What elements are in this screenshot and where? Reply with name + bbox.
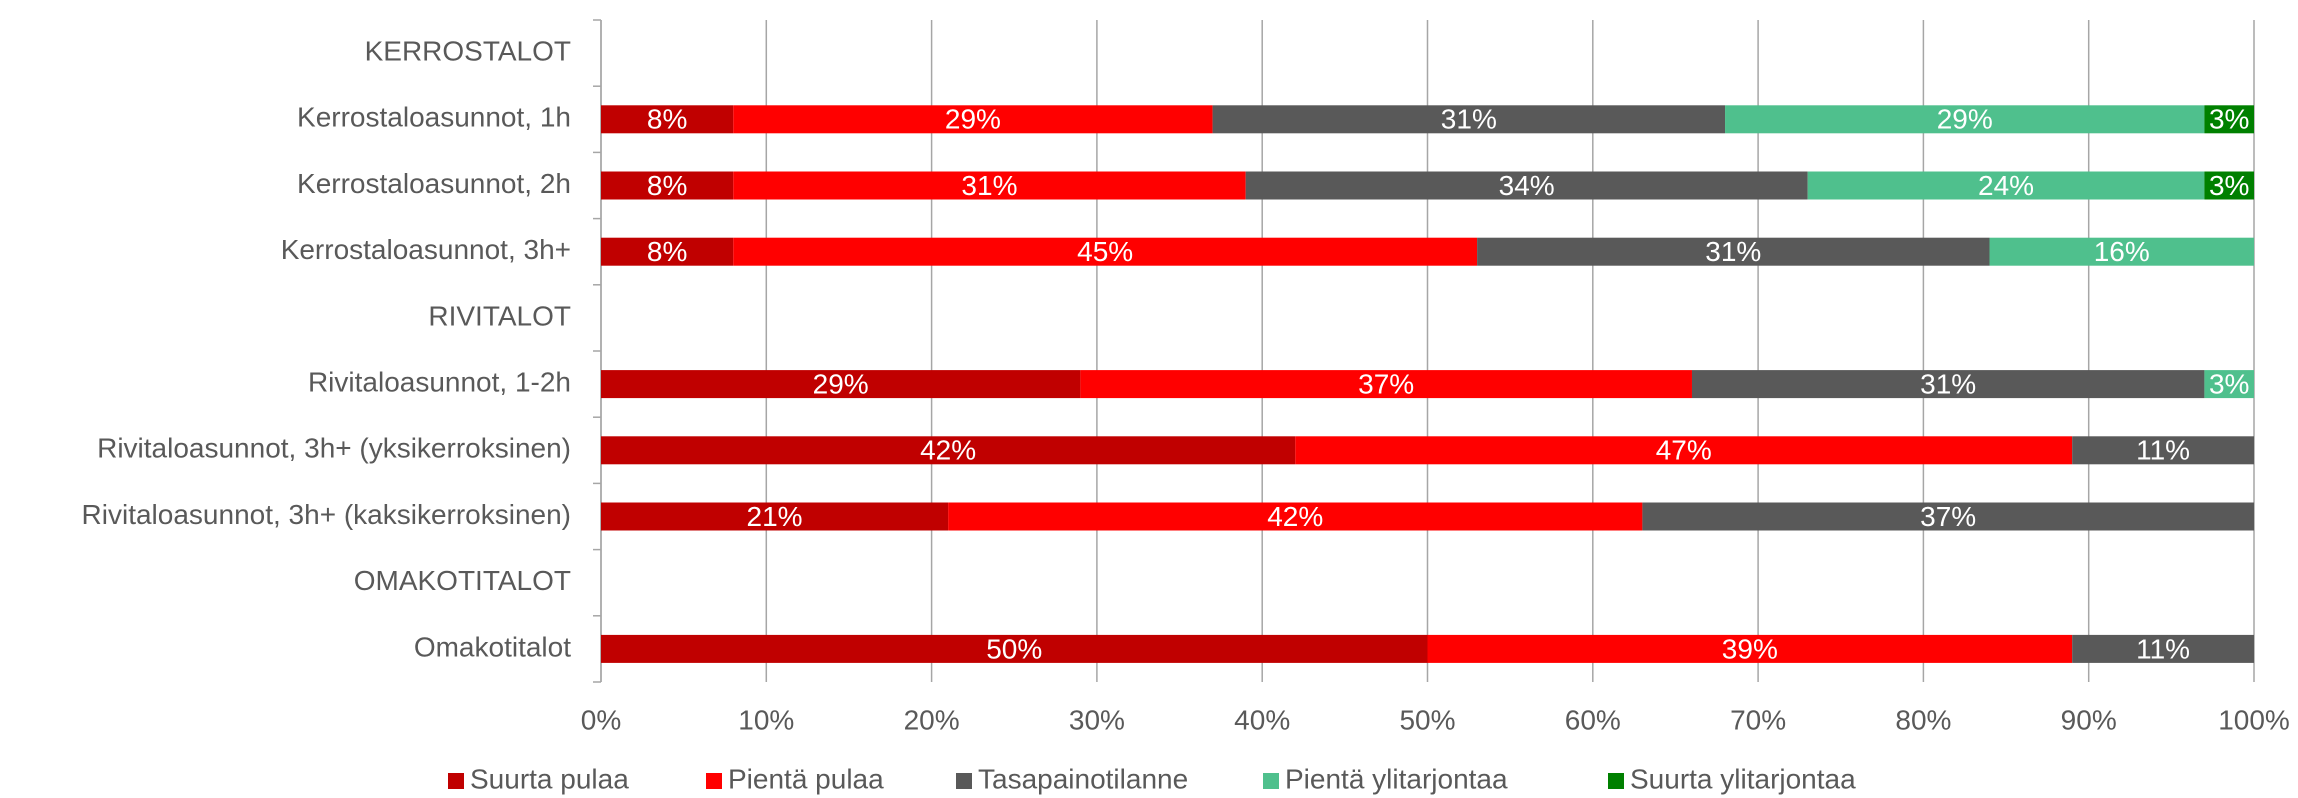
legend-swatch <box>706 773 722 789</box>
value-label: 42% <box>920 435 976 466</box>
bar-segment <box>1245 171 1808 200</box>
x-tick-label: 70% <box>1730 704 1786 735</box>
value-label: 47% <box>1656 435 1712 466</box>
legend-swatch <box>956 773 972 789</box>
bar-segment <box>2072 634 2254 663</box>
y-tick-label: RIVITALOT <box>428 300 571 331</box>
y-tick-label: Rivitaloasunnot, 3h+ (yksikerroksinen) <box>97 433 571 464</box>
x-tick-label: 50% <box>1399 704 1455 735</box>
value-label: 50% <box>986 633 1042 664</box>
bar-segment <box>601 436 1296 465</box>
legend-swatch <box>1263 773 1279 789</box>
y-tick-label: Rivitaloasunnot, 3h+ (kaksikerroksinen) <box>82 499 571 530</box>
bar-segment <box>2204 171 2254 200</box>
bar-segment <box>1477 237 1990 266</box>
bar-segment <box>1691 370 2205 399</box>
bar-segment <box>1807 171 2205 200</box>
bar-segment <box>601 634 1428 663</box>
legend-swatch <box>448 773 464 789</box>
y-tick-label: Omakotitalot <box>414 631 571 662</box>
value-label: 31% <box>1920 368 1976 399</box>
x-tick-label: 60% <box>1565 704 1621 735</box>
bar-segment <box>601 502 949 531</box>
y-tick-label: Kerrostaloasunnot, 2h <box>297 168 571 199</box>
value-label: 29% <box>1937 104 1993 135</box>
bar-segment <box>601 171 734 200</box>
value-label: 3% <box>2209 104 2249 135</box>
x-tick-label: 20% <box>904 704 960 735</box>
x-tick-label: 30% <box>1069 704 1125 735</box>
value-label: 45% <box>1077 236 1133 267</box>
value-label: 3% <box>2209 368 2249 399</box>
value-label: 8% <box>647 170 687 201</box>
bar-segment <box>1295 436 2073 465</box>
value-label: 29% <box>945 104 1001 135</box>
value-label: 8% <box>647 236 687 267</box>
value-label: 11% <box>2136 435 2190 466</box>
legend-label: Pientä pulaa <box>728 763 884 794</box>
bar-segment <box>2072 436 2254 465</box>
bar-segment <box>1212 105 1726 134</box>
bar-segment <box>733 105 1213 134</box>
x-tick-label: 100% <box>2218 704 2290 735</box>
x-tick-label: 40% <box>1234 704 1290 735</box>
value-label: 3% <box>2209 170 2249 201</box>
x-tick-label: 80% <box>1895 704 1951 735</box>
bar-segment <box>601 105 734 134</box>
bar-segment <box>2204 105 2254 134</box>
value-label: 24% <box>1978 170 2034 201</box>
value-label: 11% <box>2136 633 2190 664</box>
bar-segment <box>1989 237 2254 266</box>
value-label: 31% <box>1441 104 1497 135</box>
bar-segment <box>1427 634 2073 663</box>
value-label: 29% <box>813 368 869 399</box>
value-label: 21% <box>747 501 803 532</box>
y-tick-label: Kerrostaloasunnot, 3h+ <box>281 234 571 265</box>
y-tick-label: KERROSTALOT <box>365 35 571 66</box>
bar-segment <box>948 502 1643 531</box>
x-tick-label: 90% <box>2061 704 2117 735</box>
bar-segment <box>733 171 1246 200</box>
value-label: 42% <box>1267 501 1323 532</box>
y-tick-label: Kerrostaloasunnot, 1h <box>297 102 571 133</box>
value-label: 8% <box>647 104 687 135</box>
value-label: 39% <box>1722 633 1778 664</box>
bar-segment <box>733 237 1478 266</box>
legend-label: Tasapainotilanne <box>978 763 1188 794</box>
y-tick-label: Rivitaloasunnot, 1-2h <box>308 366 571 397</box>
bar-segment <box>601 237 734 266</box>
bar-segment <box>1642 502 2254 531</box>
x-tick-label: 10% <box>738 704 794 735</box>
bar-segment <box>2204 370 2254 399</box>
bar-segment <box>1080 370 1692 399</box>
y-tick-label: OMAKOTITALOT <box>354 565 571 596</box>
value-label: 34% <box>1499 170 1555 201</box>
value-label: 31% <box>1705 236 1761 267</box>
legend-swatch <box>1608 773 1624 789</box>
bar-segment <box>1725 105 2205 134</box>
legend-label: Suurta pulaa <box>470 763 629 794</box>
bar-segment <box>601 370 1081 399</box>
x-tick-label: 0% <box>581 704 621 735</box>
legend-label: Pientä ylitarjontaa <box>1285 763 1508 794</box>
legend-label: Suurta ylitarjontaa <box>1630 763 1856 794</box>
value-label: 37% <box>1920 501 1976 532</box>
value-label: 31% <box>961 170 1017 201</box>
value-label: 37% <box>1358 368 1414 399</box>
value-label: 16% <box>2094 236 2150 267</box>
